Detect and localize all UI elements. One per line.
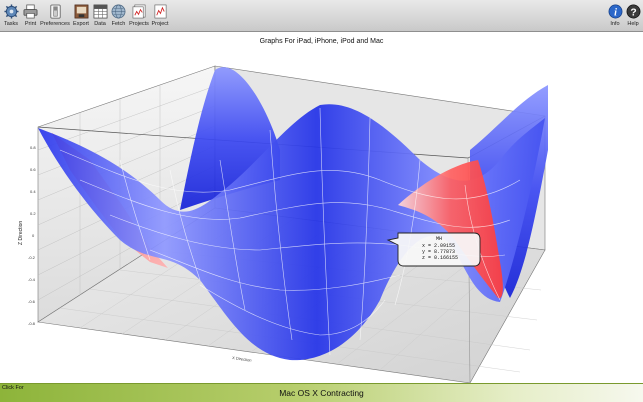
z-axis-ticks: 0.8 0.6 0.4 0.2 0 -0.2 -0.4 -0.6 -0.8 — [28, 145, 36, 326]
print-button[interactable]: Print — [22, 0, 39, 32]
info-button[interactable]: i Info — [607, 0, 623, 32]
svg-text:?: ? — [630, 7, 636, 18]
export-icon — [74, 4, 88, 19]
preferences-label: Preferences — [40, 21, 70, 27]
export-label: Export — [73, 21, 89, 27]
surface-plot[interactable]: 0.8 0.6 0.4 0.2 0 -0.2 -0.4 -0.6 -0.8 Z … — [0, 33, 643, 383]
bottom-title[interactable]: Mac OS X Contracting — [279, 388, 364, 398]
preferences-button[interactable]: Preferences — [39, 0, 71, 32]
info-label: Info — [610, 21, 620, 27]
projects-icon — [132, 4, 145, 19]
tooltip-x: x = 2.09155 — [422, 243, 455, 249]
surface-mesh — [59, 107, 521, 356]
print-label: Print — [24, 21, 37, 27]
tooltip-y: y = 8.77873 — [422, 249, 455, 255]
help-label: Help — [627, 21, 639, 27]
z-tick: -0.4 — [28, 277, 36, 282]
info-icon: i — [608, 4, 622, 19]
tasks-label: Tasks — [3, 21, 19, 27]
toolbar: Tasks Print Preferences Expor — [0, 0, 643, 32]
tooltip-z: z = 0.166155 — [422, 255, 458, 261]
toolbar-left-group: Tasks Print Preferences Expor — [0, 0, 170, 32]
tasks-button[interactable]: Tasks — [0, 0, 22, 32]
data-tooltip: MH x = 2.09155 y = 8.77873 z = 0.166155 — [386, 232, 481, 267]
projects-label: Projects — [129, 21, 149, 27]
switch-icon — [49, 4, 61, 19]
z-tick: 0.2 — [30, 211, 36, 216]
tooltip-title: MH — [436, 236, 442, 242]
printer-icon — [23, 4, 38, 19]
bottom-bar[interactable]: Click For Mac OS X Contracting — [0, 383, 643, 402]
surface-main — [38, 104, 545, 361]
export-button[interactable]: Export — [71, 0, 91, 32]
data-button[interactable]: Data — [91, 0, 109, 32]
z-tick: -0.8 — [28, 321, 36, 326]
plot-title: Graphs For iPad, iPhone, iPod and Mac — [259, 38, 384, 45]
fetch-button[interactable]: Fetch — [109, 0, 128, 32]
z-tick: 0.8 — [30, 145, 36, 150]
svg-text:i: i — [614, 7, 617, 18]
project-button[interactable]: Project — [150, 0, 170, 32]
data-label: Data — [94, 21, 106, 27]
z-tick: -0.6 — [28, 299, 36, 304]
z-tick: 0.6 — [30, 167, 36, 172]
z-axis-label: Z Direction — [18, 221, 24, 245]
fetch-label: Fetch — [111, 21, 126, 27]
project-chart-icon — [154, 4, 166, 19]
z-tick: 0 — [32, 233, 35, 238]
help-button[interactable]: ? Help — [623, 0, 643, 32]
project-label: Project — [151, 21, 169, 27]
projects-button[interactable]: Projects — [128, 0, 150, 32]
click-for-label: Click For — [2, 385, 24, 391]
x-axis-label: X Direction — [232, 355, 252, 363]
gear-icon — [3, 4, 19, 19]
data-grid-icon — [93, 4, 107, 19]
toolbar-right-group: i Info ? Help — [607, 0, 643, 32]
globe-icon — [111, 4, 126, 19]
help-icon: ? — [626, 4, 640, 19]
plot-area[interactable]: Graphs For iPad, iPhone, iPod and Mac — [0, 33, 643, 383]
z-tick: 0.4 — [30, 189, 36, 194]
z-tick: -0.2 — [28, 255, 36, 260]
